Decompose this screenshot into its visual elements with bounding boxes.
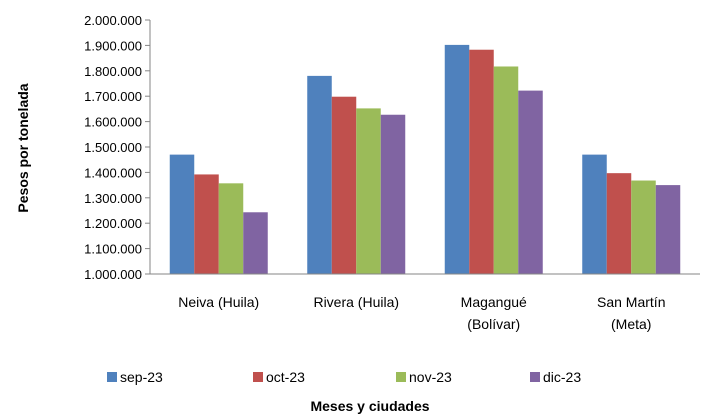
bar-sep-23 bbox=[444, 44, 470, 274]
legend: sep-23 oct-23 nov-23 dic-23 bbox=[107, 369, 581, 385]
y-tick-label: 1.900.000 bbox=[84, 38, 142, 53]
x-category-label: (Bolívar) bbox=[467, 316, 520, 332]
bar-sep-23 bbox=[307, 75, 332, 274]
bar-oct-23 bbox=[606, 173, 632, 274]
legend-label: nov-23 bbox=[409, 369, 452, 385]
y-tick-label: 1.000.000 bbox=[84, 267, 142, 282]
bar-nov-23 bbox=[218, 183, 244, 274]
y-tick-label: 1.300.000 bbox=[84, 191, 142, 206]
bars bbox=[169, 44, 681, 275]
legend-label: sep-23 bbox=[120, 369, 163, 385]
x-category-label: Neiva (Huila) bbox=[178, 294, 259, 310]
bar-nov-23 bbox=[356, 108, 381, 274]
y-axis-ticks: 1.000.000 1.100.000 1.200.000 1.300.000 1.40… bbox=[84, 13, 150, 282]
x-category-label: Rivera (Huila) bbox=[313, 294, 399, 310]
y-tick-label: 1.600.000 bbox=[84, 115, 142, 130]
y-tick-label: 1.700.000 bbox=[84, 89, 142, 104]
y-tick-label: 1.200.000 bbox=[84, 216, 142, 231]
x-category-label: (Meta) bbox=[611, 316, 651, 332]
y-tick-label: 2.000.000 bbox=[84, 13, 142, 28]
y-tick-label: 1.100.000 bbox=[84, 242, 142, 257]
y-axis-title: Pesos por tonelada bbox=[15, 83, 31, 212]
y-tick-label: 1.400.000 bbox=[84, 165, 142, 180]
bar-dic-23 bbox=[655, 185, 681, 274]
bar-dic-23 bbox=[380, 114, 406, 274]
category-labels: Neiva (Huila) Rivera (Huila) Magangué (Bolí… bbox=[178, 294, 665, 332]
bar-sep-23 bbox=[169, 154, 195, 274]
x-axis-title: Meses y ciudades bbox=[310, 398, 429, 414]
x-category-label: San Martín bbox=[597, 294, 665, 310]
bar-oct-23 bbox=[469, 49, 494, 274]
bar-nov-23 bbox=[631, 180, 656, 274]
bar-dic-23 bbox=[518, 90, 543, 274]
y-tick-label: 1.800.000 bbox=[84, 64, 142, 79]
bar-oct-23 bbox=[194, 174, 219, 274]
legend-label: dic-23 bbox=[543, 369, 581, 385]
legend-swatch bbox=[396, 372, 406, 382]
legend-label: oct-23 bbox=[266, 369, 305, 385]
bar-dic-23 bbox=[243, 212, 268, 274]
bar-nov-23 bbox=[493, 66, 519, 275]
bar-sep-23 bbox=[582, 154, 607, 274]
legend-swatch bbox=[253, 372, 263, 382]
x-category-label: Magangué bbox=[461, 294, 527, 310]
bar-oct-23 bbox=[331, 96, 357, 274]
y-tick-label: 1.500.000 bbox=[84, 140, 142, 155]
legend-swatch bbox=[107, 372, 117, 382]
legend-swatch bbox=[530, 372, 540, 382]
